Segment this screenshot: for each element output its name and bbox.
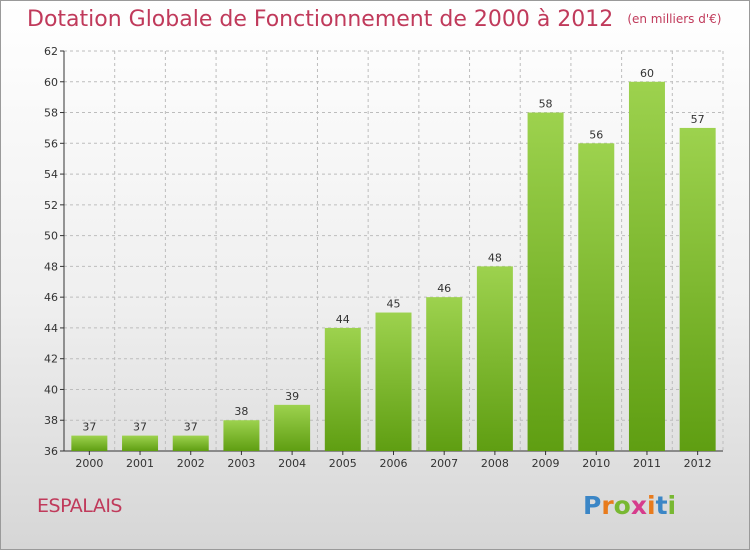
y-tick-label: 60 bbox=[44, 76, 58, 89]
bar-value-label: 60 bbox=[640, 67, 654, 80]
y-tick-label: 38 bbox=[44, 414, 58, 427]
y-tick-label: 36 bbox=[44, 445, 58, 458]
bar-value-label: 37 bbox=[82, 421, 96, 434]
y-tick-label: 46 bbox=[44, 291, 58, 304]
bar bbox=[476, 266, 513, 451]
y-tick-label: 58 bbox=[44, 107, 58, 120]
bar-value-label: 57 bbox=[691, 113, 705, 126]
y-tick-label: 54 bbox=[44, 168, 58, 181]
y-tick-label: 42 bbox=[44, 353, 58, 366]
title-text: Dotation Globale de Fonctionnement de 20… bbox=[27, 7, 614, 32]
bar bbox=[274, 404, 311, 451]
bar bbox=[172, 435, 209, 451]
bar bbox=[324, 327, 361, 451]
y-tick-label: 50 bbox=[44, 230, 58, 243]
x-tick-label: 2004 bbox=[278, 457, 306, 470]
bar-value-label: 46 bbox=[437, 282, 451, 295]
x-tick-label: 2006 bbox=[380, 457, 408, 470]
y-tick-label: 48 bbox=[44, 260, 58, 273]
bar bbox=[375, 312, 412, 451]
bars bbox=[71, 81, 716, 452]
commune-name: ESPALAIS bbox=[37, 495, 123, 517]
bar-value-label: 37 bbox=[184, 421, 198, 434]
x-tick-label: 2001 bbox=[126, 457, 154, 470]
y-tick-label: 40 bbox=[44, 383, 58, 396]
bar bbox=[628, 81, 665, 452]
x-tick-label: 2005 bbox=[329, 457, 357, 470]
bar bbox=[578, 143, 615, 452]
x-tick-label: 2008 bbox=[481, 457, 509, 470]
x-tick-label: 2009 bbox=[532, 457, 560, 470]
proxiti-logo: Proxiti bbox=[583, 491, 677, 520]
bar bbox=[223, 420, 260, 451]
bar-value-label: 48 bbox=[488, 251, 502, 264]
x-tick-label: 2003 bbox=[227, 457, 255, 470]
bar bbox=[122, 435, 159, 451]
bar-value-label: 58 bbox=[539, 98, 553, 111]
bar-value-label: 56 bbox=[589, 128, 603, 141]
bar-value-label: 39 bbox=[285, 390, 299, 403]
grid-lines bbox=[64, 50, 724, 451]
axes: 36 38 40 42 44 46 48 50 52 54 56 58 60 62 2000 2001 2002… bbox=[44, 45, 723, 470]
bar-value-label: 38 bbox=[234, 405, 248, 418]
x-tick-label: 2010 bbox=[582, 457, 610, 470]
x-tick-label: 2002 bbox=[177, 457, 205, 470]
x-tick-label: 2011 bbox=[633, 457, 661, 470]
y-tick-label: 52 bbox=[44, 199, 58, 212]
y-tick-label: 44 bbox=[44, 322, 58, 335]
y-tick-label: 56 bbox=[44, 137, 58, 150]
data-labels: 37 37 37 38 39 44 45 46 48 58 56 60 57 bbox=[82, 67, 704, 434]
bar bbox=[679, 127, 716, 451]
x-tick-label: 2000 bbox=[75, 457, 103, 470]
bar-value-label: 45 bbox=[387, 298, 401, 311]
bar bbox=[426, 297, 463, 451]
chart-subtitle: (en milliers d'€) bbox=[627, 12, 722, 26]
x-tick-label: 2012 bbox=[684, 457, 712, 470]
bar-value-label: 44 bbox=[336, 313, 350, 326]
bar bbox=[71, 435, 108, 451]
bar-value-label: 37 bbox=[133, 421, 147, 434]
x-tick-label: 2007 bbox=[430, 457, 458, 470]
bar bbox=[527, 112, 564, 452]
y-tick-label: 62 bbox=[44, 45, 58, 58]
chart-title: Dotation Globale de Fonctionnement de 20… bbox=[27, 7, 721, 32]
